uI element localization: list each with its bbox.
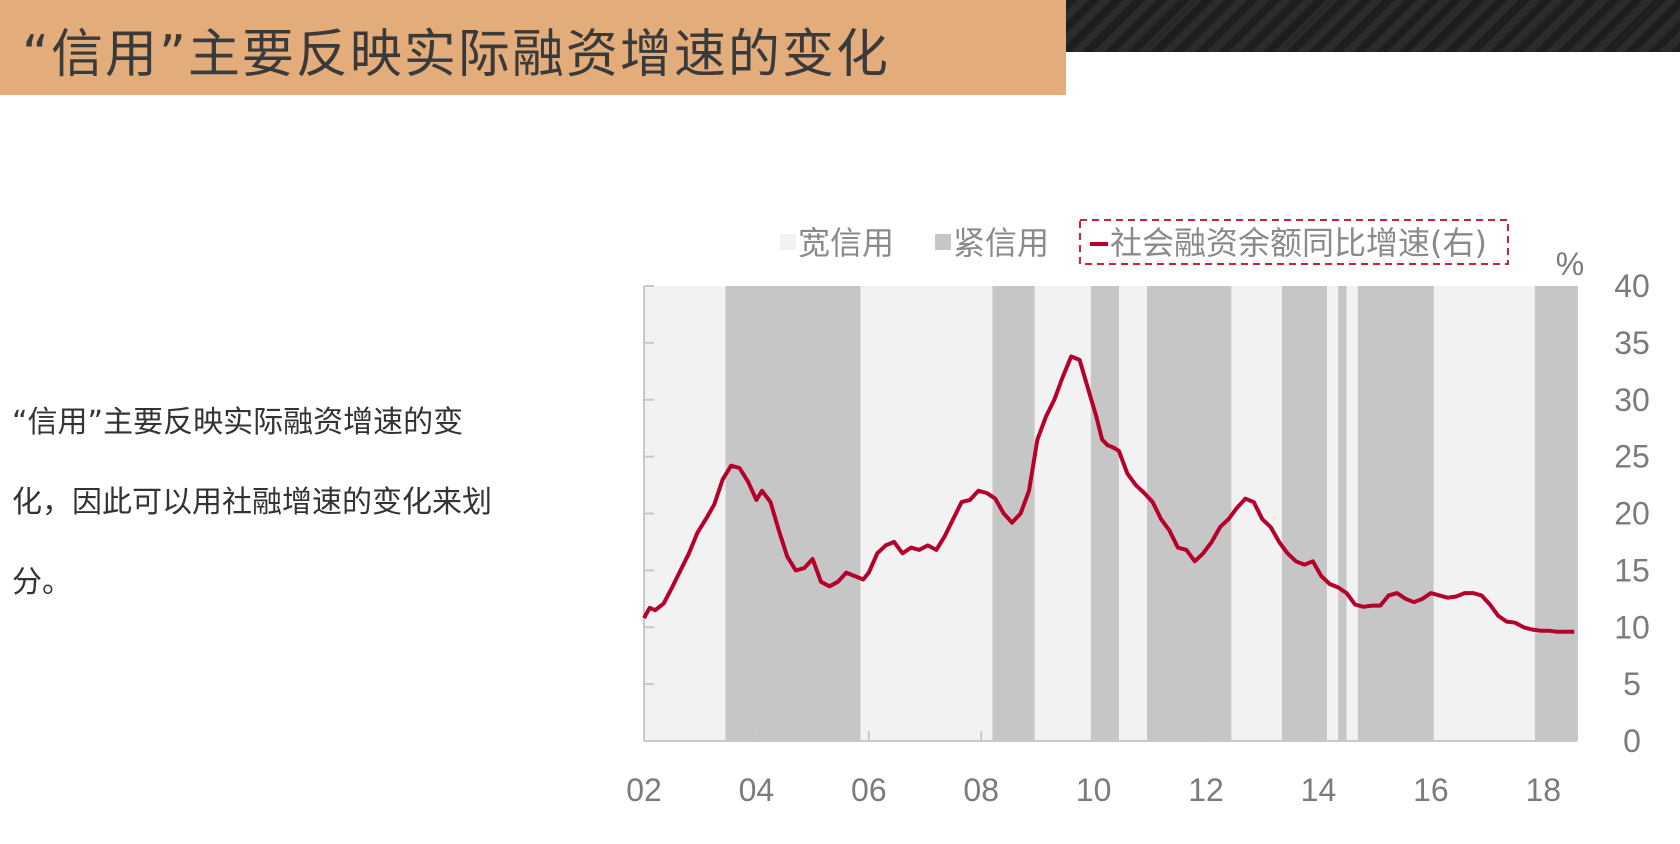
y-tick-label: 20: [1614, 496, 1650, 532]
tight-credit-band: [1090, 286, 1119, 741]
tight-credit-band: [1281, 286, 1327, 741]
y-tick-label: 35: [1614, 325, 1650, 361]
y-axis-unit-label: %: [1556, 246, 1584, 282]
y-tick-label: 40: [1614, 268, 1650, 304]
tight-credit-band: [992, 286, 1035, 741]
tight-credit-band: [1534, 286, 1577, 741]
page-title: “信用”主要反映实际融资增速的变化: [22, 25, 890, 85]
tight-credit-band: [1357, 286, 1434, 741]
y-tick-label: 15: [1614, 552, 1650, 588]
y-tick-label: 30: [1614, 382, 1650, 418]
x-tick-label: 02: [626, 772, 662, 808]
y-tick-label: 10: [1614, 609, 1650, 645]
y-tick-label: 5: [1623, 666, 1641, 702]
legend-label-loose: 宽信用: [798, 224, 894, 262]
x-tick-label: 08: [963, 772, 999, 808]
axes: [643, 286, 1578, 742]
x-tick-label: 14: [1301, 772, 1337, 808]
legend-label-series: 社会融资余额同比增速(右): [1110, 224, 1487, 262]
legend-selection-box: [1079, 219, 1509, 265]
x-tick-label: 10: [1076, 772, 1112, 808]
series-line-social-financing: [642, 354, 1575, 634]
y-axis-ticks: 0 5 10 15 20 25 30 35 40: [644, 268, 1650, 759]
y-tick-label: 25: [1614, 439, 1650, 475]
x-tick-label: 06: [851, 772, 887, 808]
x-tick-label: 16: [1413, 772, 1449, 808]
x-tick-label: 04: [739, 772, 775, 808]
tight-credit-band: [1147, 286, 1232, 741]
x-tick-label: 18: [1525, 772, 1561, 808]
legend-swatch-loose: [780, 234, 796, 250]
legend-label-tight: 紧信用: [953, 224, 1049, 262]
x-axis-ticks: 02 04 06 08 10 12 14 16 18: [626, 731, 1561, 808]
tight-credit-band: [1338, 286, 1347, 741]
decorative-header-bar: [1066, 0, 1680, 52]
title-banner: “信用”主要反映实际融资增速的变化: [0, 0, 1066, 95]
credit-period-bands: [644, 286, 1577, 741]
x-tick-label: 12: [1188, 772, 1224, 808]
legend: 宽信用 紧信用 社会融资余额同比增速(右): [780, 219, 1509, 265]
description-text: “信用”主要反映实际融资增速的变化，因此可以用社融增速的变化来划分。: [12, 405, 492, 600]
tight-credit-band: [725, 286, 861, 741]
y-tick-label: 0: [1623, 723, 1641, 759]
legend-swatch-tight: [935, 234, 951, 250]
